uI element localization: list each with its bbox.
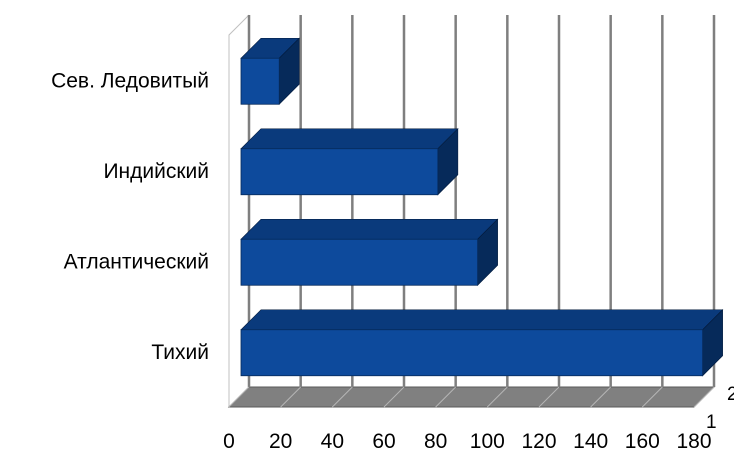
- chart-floor: [227, 386, 716, 408]
- x-tick-label: 80: [424, 430, 447, 453]
- bar: [240, 218, 499, 286]
- left-wall: [228, 14, 250, 407]
- bar-front-face: [240, 329, 704, 377]
- x-tick-label: 60: [372, 430, 395, 453]
- floor-gridline: [331, 386, 353, 408]
- category-labels: Сев. Ледовитый Индийский Атлантический Тихи…: [51, 69, 209, 364]
- x-tick-label: 160: [625, 430, 660, 453]
- floor-gridline: [538, 386, 560, 408]
- x-tick-labels: 0 20 40 60 80 100 120 140 160 180: [223, 430, 711, 453]
- floor-gridline: [693, 386, 715, 408]
- depth-axis-labels: 12: [706, 384, 734, 433]
- floor-gridline: [280, 386, 302, 408]
- category-label: Индийский: [103, 160, 209, 183]
- floor-gridline: [228, 386, 250, 408]
- bar-top-face: [240, 309, 724, 331]
- bar-front-face: [240, 148, 439, 196]
- depth-label: 2: [727, 384, 734, 405]
- bar-front-face: [240, 238, 479, 286]
- floor-gridline: [590, 386, 612, 408]
- category-label: Сев. Ледовитый: [51, 69, 209, 92]
- bars: [240, 37, 724, 377]
- x-tick-label: 0: [223, 430, 235, 453]
- floor-gridline: [383, 386, 405, 408]
- x-tick-label: 40: [321, 430, 344, 453]
- x-tick-label: 140: [573, 430, 608, 453]
- category-label: Атлантический: [64, 250, 209, 273]
- floor-gridline: [486, 386, 508, 408]
- bar: [240, 128, 459, 196]
- x-tick-label: 180: [676, 430, 711, 453]
- bar-top-face: [240, 218, 499, 240]
- floor-gridline: [641, 386, 663, 408]
- bar: [240, 37, 300, 105]
- bar-front-face: [240, 57, 280, 105]
- category-label: Тихий: [151, 341, 209, 364]
- bar: [240, 309, 724, 377]
- x-tick-label: 20: [269, 430, 292, 453]
- floor-gridline: [435, 386, 457, 408]
- bar-top-face: [240, 128, 459, 150]
- x-tick-label: 120: [521, 430, 556, 453]
- x-tick-label: 100: [470, 430, 505, 453]
- depth-label: 1: [706, 412, 717, 433]
